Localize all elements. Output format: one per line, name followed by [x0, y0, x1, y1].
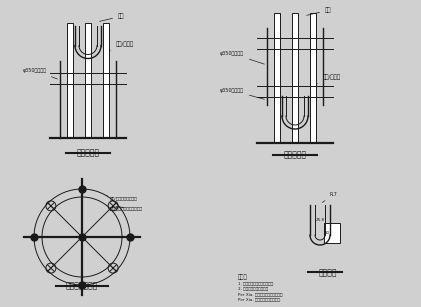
Text: 箍筋/螺旋筋: 箍筋/螺旋筋	[317, 74, 341, 84]
Text: 吊环大样: 吊环大样	[319, 268, 337, 277]
Text: 箍筋/螺旋筋连接吊具处位置: 箍筋/螺旋筋连接吊具处位置	[110, 206, 143, 210]
Text: φ350钢管桩壁: φ350钢管桩壁	[220, 51, 264, 64]
Bar	[324, 223, 340, 243]
Text: 吊点布置平面图: 吊点布置平面图	[66, 281, 98, 290]
Bar	[292, 14, 298, 143]
Bar	[67, 23, 73, 138]
Text: R.7: R.7	[322, 192, 338, 202]
Text: 主筋: 主筋	[307, 7, 331, 15]
Bar	[103, 23, 109, 138]
Text: 上吊点构造: 上吊点构造	[77, 148, 99, 157]
Text: 2. 吊筋与钢筋笼连接参考: 2. 吊筋与钢筋笼连接参考	[238, 286, 268, 290]
Text: 箍筋/螺旋筋: 箍筋/螺旋筋	[111, 41, 134, 51]
Text: φ350钢管桩壁: φ350钢管桩壁	[23, 68, 57, 79]
Bar	[85, 23, 91, 138]
Text: Per Xia. 以施工钢管桩钢筋笼参考: Per Xia. 以施工钢管桩钢筋笼参考	[238, 292, 282, 296]
Bar	[274, 14, 280, 143]
Text: Per Xia. 具体实际根据设计计施.: Per Xia. 具体实际根据设计计施.	[238, 297, 281, 301]
Bar	[310, 14, 316, 143]
Text: 箍筋/螺旋筋外径处位置: 箍筋/螺旋筋外径处位置	[106, 196, 138, 200]
Text: 下吊点构造: 下吊点构造	[283, 150, 306, 159]
Text: 1. 图中尺寸以设计单位为准计.: 1. 图中尺寸以设计单位为准计.	[238, 281, 274, 285]
Text: 说明：: 说明：	[238, 274, 248, 280]
Text: 25.8: 25.8	[315, 218, 325, 222]
Text: 主筋: 主筋	[100, 14, 125, 21]
Text: 10: 10	[325, 231, 330, 235]
Text: φ350钢管桩壁: φ350钢管桩壁	[220, 88, 264, 99]
